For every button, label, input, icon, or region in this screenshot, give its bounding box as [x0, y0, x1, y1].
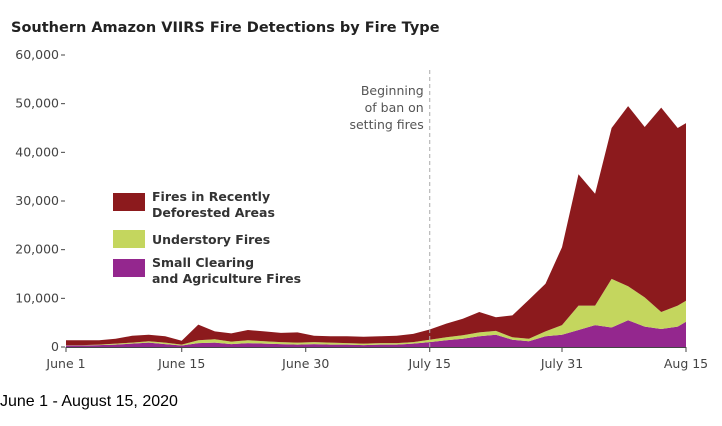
date-range-caption: June 1 - August 15, 2020 — [0, 393, 178, 410]
x-tick-label: July 15 — [408, 356, 451, 371]
annotation-text: Beginning — [361, 83, 424, 98]
legend-swatch — [113, 259, 145, 277]
legend-swatch — [113, 193, 145, 211]
y-tick-label: 60,000 — [15, 47, 59, 62]
x-tick-label: July 31 — [540, 356, 583, 371]
stacked-areas — [66, 106, 686, 347]
y-tick-label: 10,000 — [15, 290, 59, 305]
area-fires-in-recently-deforested-areas — [66, 106, 686, 346]
legend-label: Fires in Recently Deforested Areas — [152, 189, 275, 220]
y-tick-label: 30,000 — [15, 193, 59, 208]
y-tick-label: 0 — [51, 339, 59, 354]
x-tick-label: June 30 — [281, 356, 329, 371]
x-tick-label: June 15 — [157, 356, 205, 371]
legend-swatch — [113, 230, 145, 248]
y-tick-label: 50,000 — [15, 96, 59, 111]
area-small-clearing-and-agriculture-fires — [66, 320, 686, 347]
legend-label: Understory Fires — [152, 232, 270, 247]
x-tick-label: June 1 — [45, 356, 85, 371]
legend-label: Small Clearing and Agriculture Fires — [152, 255, 301, 286]
axes: 0 10,000 20,000 30,000 40,000 50,000 60,000 Jun… — [15, 47, 708, 371]
chart-title: Southern Amazon VIIRS Fire Detections by… — [11, 20, 440, 36]
ban-annotation: Beginning of ban on setting fires — [349, 70, 431, 347]
y-tick-label: 40,000 — [15, 144, 59, 159]
y-tick-label: 20,000 — [15, 242, 59, 257]
area-understory-fires — [66, 278, 686, 346]
annotation-text: of ban on — [365, 100, 424, 115]
legend: Fires in Recently Deforested Areas Underst… — [113, 189, 301, 286]
annotation-text: setting fires — [349, 117, 423, 132]
x-tick-label: Aug 15 — [664, 356, 708, 371]
